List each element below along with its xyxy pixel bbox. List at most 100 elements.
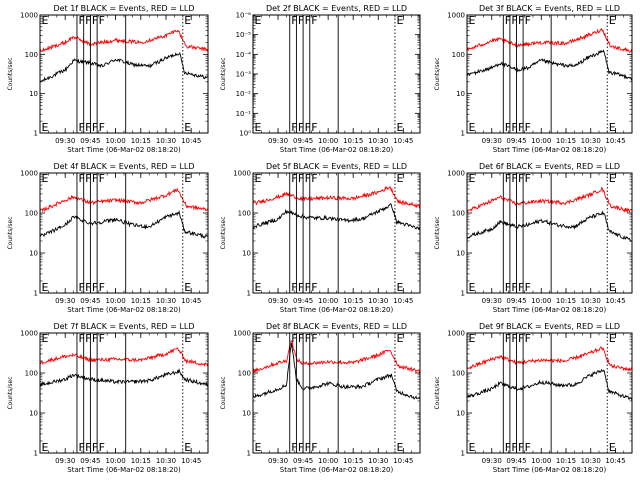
marker-label: E [396,332,403,345]
y-tick-label: 100 [25,210,38,218]
marker-label: E [469,172,476,185]
y-tick-label: 100 [452,370,465,378]
marker-label: F [92,332,98,345]
y-tick-label: 10⁻¹ [236,110,252,118]
marker-label: E [469,14,476,27]
y-tick-label: 10 [456,410,465,418]
y-tick-label: 10 [29,90,38,98]
y-tick-label: 1 [461,130,465,138]
plot-frame [39,14,209,134]
x-tick-label: 10:00 [106,297,126,305]
marker-label: F [505,332,511,345]
x-tick-label: 09:45 [506,457,526,465]
x-tick-label: 09:45 [293,137,313,145]
series-line [467,186,632,214]
x-tick-label: 09:30 [482,137,502,145]
marker-label: F [99,332,105,345]
marker-label-bottom: E [255,121,262,134]
marker-label-bottom: F [525,281,531,294]
x-tick-label: 09:30 [55,137,75,145]
marker-label-bottom: F [525,441,531,454]
series-line [467,49,632,81]
marker-label: F [511,332,517,345]
x-tick-label: 10:30 [156,137,176,145]
y-tick-label: 1000 [447,330,465,338]
series-line [467,368,632,401]
marker-label-bottom: F [291,281,297,294]
y-tick-label: 10 [456,90,465,98]
marker-label-bottom: F [518,441,524,454]
x-tick-label: 10:00 [318,297,338,305]
x-axis-label: Start Time (06-Mar-02 08:18:20) [67,146,181,154]
marker-label-bottom: F [311,121,317,134]
plot-frame [39,332,209,454]
x-tick-label: 09:30 [55,457,75,465]
y-tick-label: 10⁻³ [236,71,252,79]
x-tick-label: 10:15 [131,297,151,305]
series-line [467,210,632,242]
x-tick-label: 10:30 [156,457,176,465]
y-tick-label: 1 [34,450,38,458]
plot-frame [466,14,633,134]
series-line [467,27,632,53]
series-line [40,347,208,367]
y-axis-label: Counts/sec [220,376,227,409]
panel-title: Det 3f BLACK = Events, RED = LLD [479,4,620,13]
marker-label: E [255,332,262,345]
x-tick-label: 10:45 [393,137,413,145]
marker-label-bottom: F [85,281,91,294]
panel-title: Det 7f BLACK = Events, RED = LLD [53,322,194,331]
y-tick-label: 1 [247,290,251,298]
marker-label-bottom: F [78,441,84,454]
x-tick-label: 09:30 [55,297,75,305]
marker-label: F [525,332,531,345]
marker-label: E [255,172,262,185]
marker-label-bottom: F [505,281,511,294]
marker-label-bottom: F [291,121,297,134]
x-axis-label: Start Time (06-Mar-02 08:18:20) [280,466,394,474]
marker-label: E [42,172,49,185]
panel-2: Det 2f BLACK = Events, RED = LLD Counts/s… [220,4,421,154]
y-tick-label: 100 [25,370,38,378]
marker-label: E [396,172,403,185]
x-tick-label: 09:30 [268,297,288,305]
panel-title: Det 1f BLACK = Events, RED = LLD [53,4,194,13]
panel-1: Det 1f BLACK = Events, RED = LLD Counts/s… [7,4,209,154]
marker-label: F [525,14,531,27]
marker-label: F [311,14,317,27]
marker-label: F [99,14,105,27]
y-tick-label: 10 [29,410,38,418]
y-tick-label: 10 [456,250,465,258]
y-tick-label: 1000 [233,170,251,178]
marker-label-bottom: F [511,441,517,454]
y-tick-label: 10 [29,250,38,258]
marker-label: F [85,172,91,185]
marker-label-bottom: F [511,121,517,134]
y-tick-label: 1 [34,130,38,138]
x-tick-label: 10:15 [556,457,576,465]
marker-label-bottom: F [85,441,91,454]
series-line [253,185,420,209]
marker-label-bottom: E [609,441,616,454]
marker-label: F [311,332,317,345]
y-tick-label: 1000 [20,330,38,338]
marker-label-bottom: E [609,121,616,134]
marker-label: F [305,332,311,345]
y-axis-label: Counts/sec [220,57,227,90]
x-tick-label: 10:00 [318,457,338,465]
y-axis-label: Counts/sec [7,216,14,249]
marker-label: F [298,14,304,27]
marker-label-bottom: F [92,441,98,454]
x-tick-label: 10:00 [106,137,126,145]
plot-frame [252,332,421,454]
marker-label-bottom: F [78,121,84,134]
x-tick-label: 10:45 [393,457,413,465]
marker-label: F [92,172,98,185]
marker-label: F [298,332,304,345]
x-tick-label: 09:45 [293,457,313,465]
y-tick-label: 100 [25,51,38,59]
marker-label-bottom: F [505,441,511,454]
marker-label-bottom: E [42,281,49,294]
x-tick-label: 10:30 [156,297,176,305]
